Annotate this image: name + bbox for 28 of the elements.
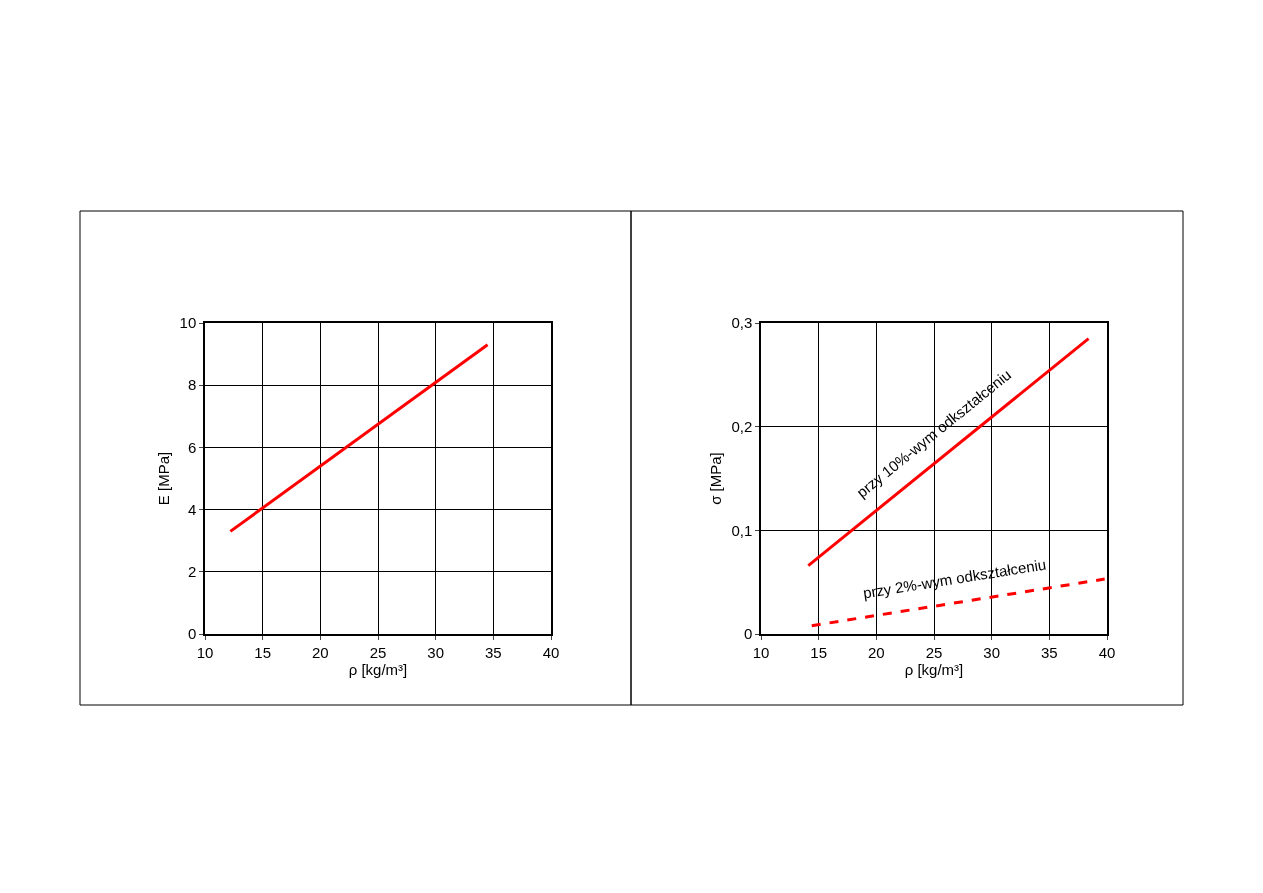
x-tick-label: 25 <box>369 643 387 661</box>
y-tick-label: 2 <box>187 563 197 581</box>
y-tick-label: 0,2 <box>731 417 753 435</box>
x-tick-label: 20 <box>311 643 329 661</box>
text: przy 2%-wym odkształceniu <box>861 555 1048 602</box>
x-tick-label: 25 <box>925 643 943 661</box>
y-axis-title: σ [MPa] <box>707 452 725 505</box>
x-tick-label: 15 <box>810 643 828 661</box>
y-tick-label: 10 <box>179 314 197 332</box>
y-tick-label: 6 <box>187 438 197 456</box>
x-tick-label: 20 <box>867 643 885 661</box>
x-tick-label: 30 <box>427 643 445 661</box>
y-tick-label: 0 <box>743 625 753 643</box>
x-axis-title: ρ [kg/m³] <box>348 660 408 678</box>
x-tick-label: 10 <box>752 643 770 661</box>
y-tick-label: 0,3 <box>731 314 753 332</box>
x-tick-label: 30 <box>983 643 1001 661</box>
x-tick-label: 35 <box>484 643 502 661</box>
y-axis-title: E [MPa] <box>155 451 173 506</box>
x-tick-label: 40 <box>542 643 560 661</box>
x-tick-label: 35 <box>1040 643 1058 661</box>
y-tick-label: 4 <box>187 500 197 518</box>
y-tick-label: 0,1 <box>731 521 753 539</box>
x-tick-label: 15 <box>254 643 272 661</box>
x-tick-label: 40 <box>1098 643 1116 661</box>
y-tick-label: 8 <box>187 376 197 394</box>
y-tick-label: 0 <box>187 625 197 643</box>
x-axis-title: ρ [kg/m³] <box>904 660 964 678</box>
